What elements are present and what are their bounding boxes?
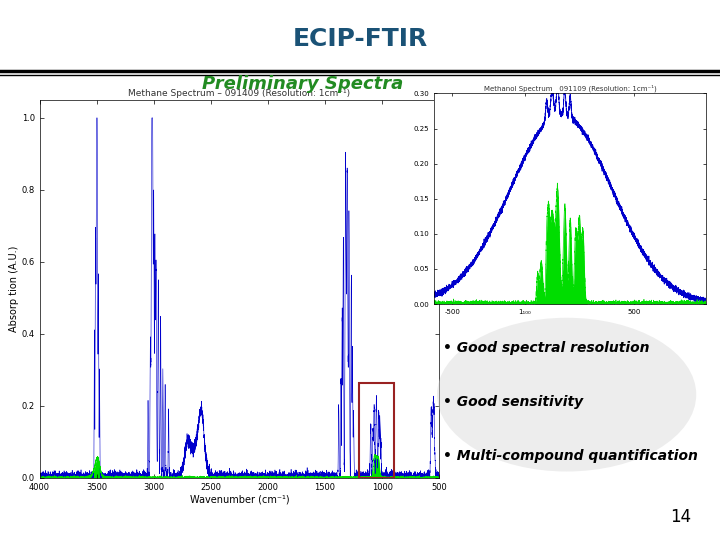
Text: • Multi-compound quantification: • Multi-compound quantification (443, 449, 698, 463)
Text: Preliminary Spectra: Preliminary Spectra (202, 75, 403, 93)
Y-axis label: Absorp tion (A.U.): Absorp tion (A.U.) (9, 246, 19, 332)
Text: • Good spectral resolution: • Good spectral resolution (443, 341, 649, 355)
Title: Methanol Spectrum   091109 (Resolution: 1cm⁻¹): Methanol Spectrum 091109 (Resolution: 1c… (484, 85, 657, 92)
Text: 14: 14 (670, 509, 691, 526)
Title: Methane Spectrum – 091409 (Resolution: 1cm⁻¹): Methane Spectrum – 091409 (Resolution: 1… (128, 89, 351, 98)
X-axis label: Wavenumber (cm⁻¹): Wavenumber (cm⁻¹) (189, 495, 289, 504)
Text: • Good sensitivity: • Good sensitivity (443, 395, 583, 409)
Bar (359, 382, 394, 478)
Text: ECIP-FTIR: ECIP-FTIR (292, 27, 428, 51)
Ellipse shape (437, 318, 696, 471)
